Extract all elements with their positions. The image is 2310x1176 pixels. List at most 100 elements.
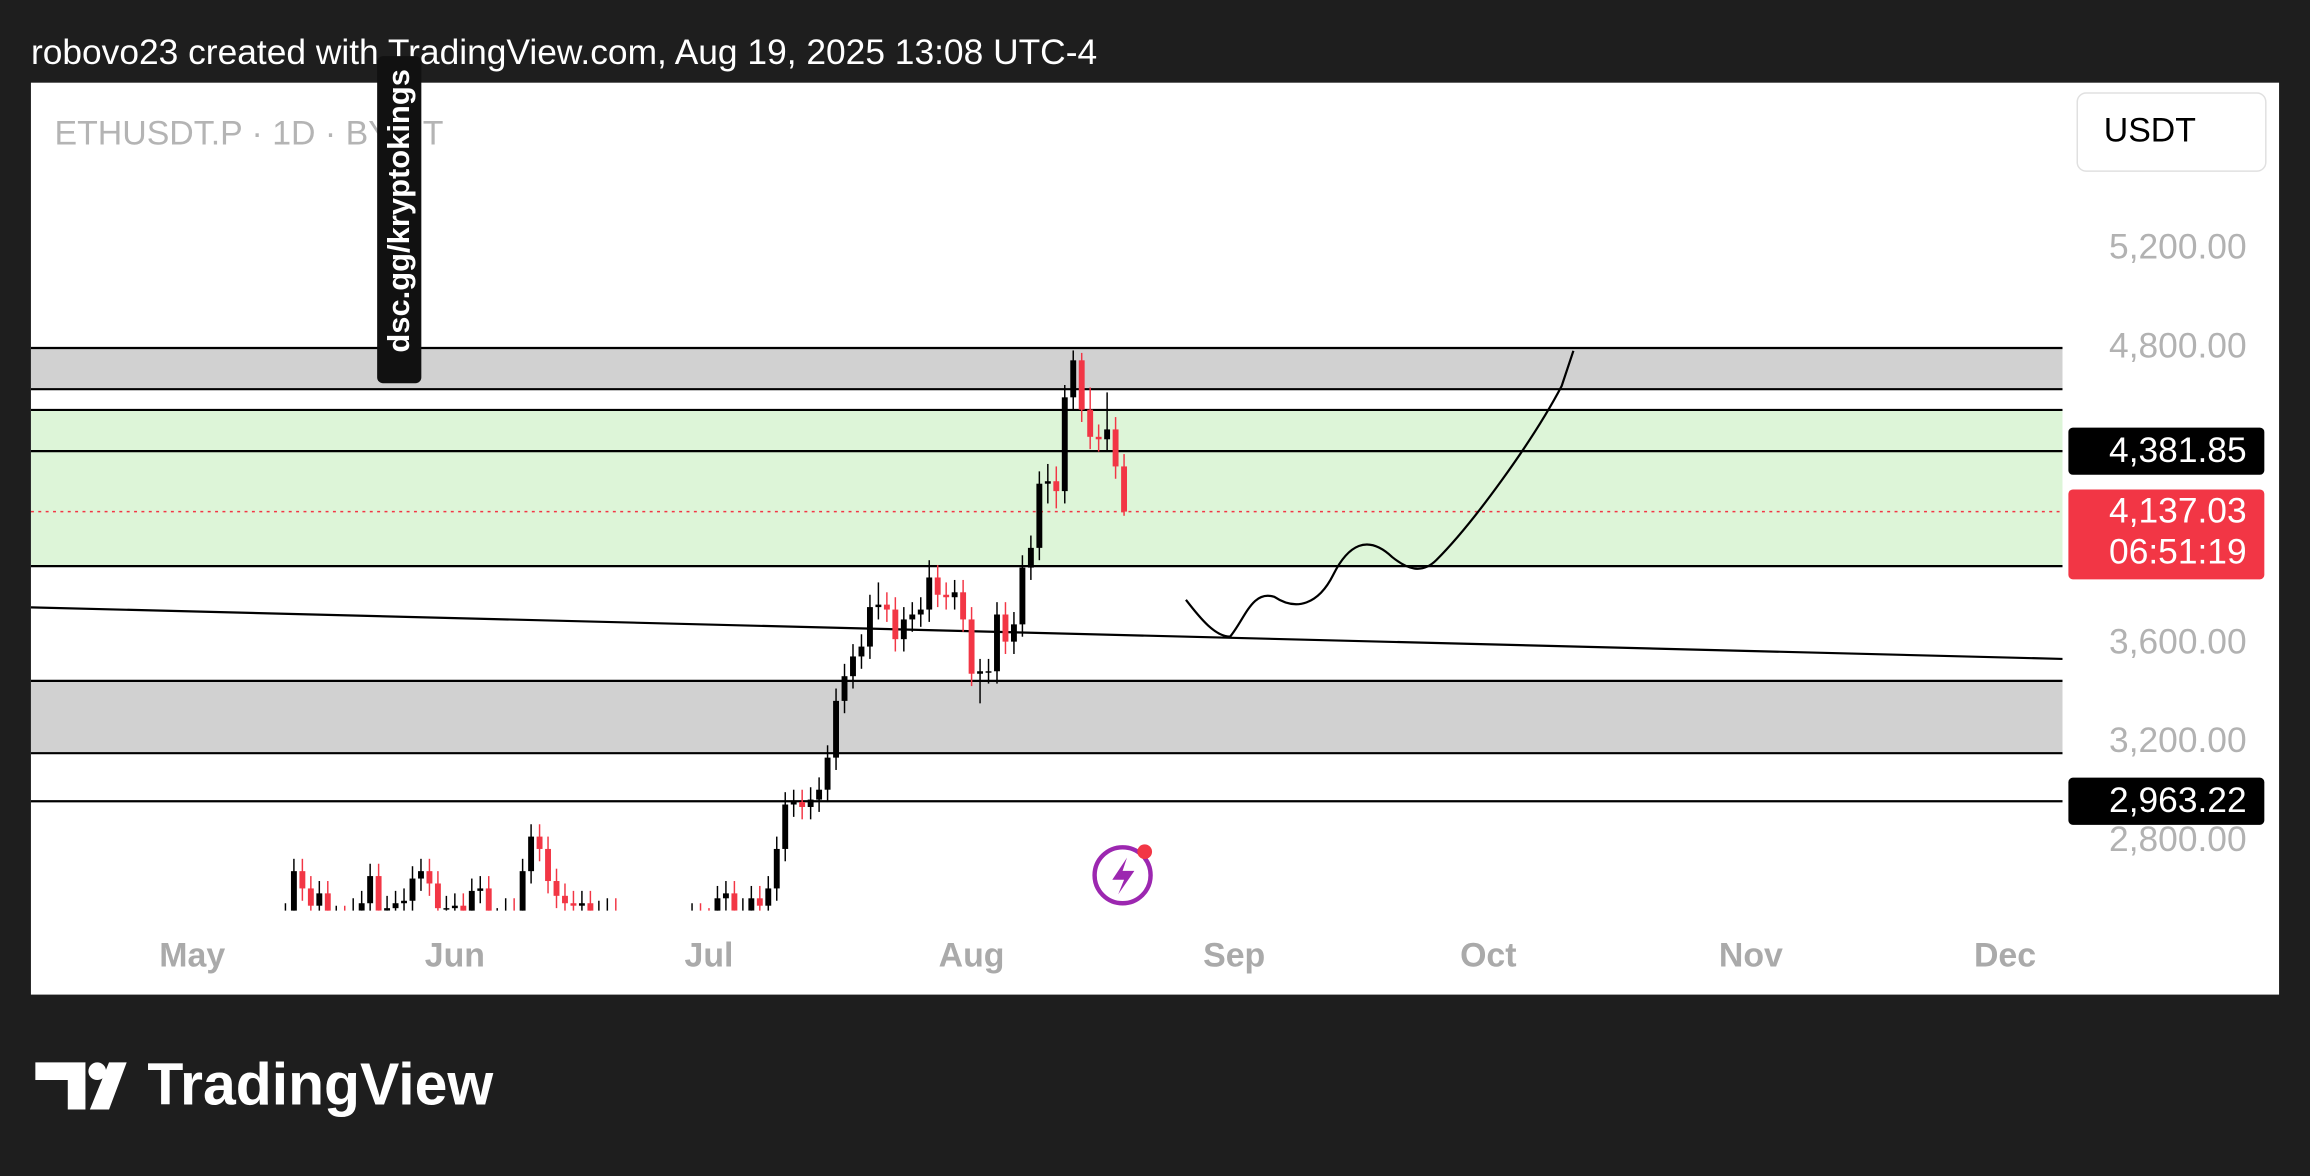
candle-body — [765, 888, 772, 906]
candle-body — [1044, 481, 1051, 484]
candle-body — [358, 903, 365, 911]
candle-body — [612, 910, 619, 911]
candle-body — [1010, 624, 1017, 642]
candle-body — [1036, 483, 1043, 548]
candle-body — [722, 893, 729, 899]
candle-body — [883, 604, 890, 610]
candle-body — [1112, 429, 1119, 467]
candle-body — [1061, 397, 1068, 492]
candle-body — [1095, 436, 1102, 440]
y-tick-label: 5,200.00 — [2109, 228, 2247, 267]
candle-body — [790, 802, 797, 805]
x-tick-label: Jun — [425, 937, 485, 975]
candle-body — [426, 871, 433, 884]
candle-body — [875, 604, 882, 608]
zone — [30, 680, 2063, 754]
x-tick-label: Nov — [1719, 937, 1783, 975]
candle-body — [502, 910, 509, 911]
candle-body — [324, 893, 331, 911]
y-tick-label: 4,800.00 — [2109, 326, 2247, 365]
logo-mark — [88, 1062, 107, 1081]
candle-body — [434, 883, 441, 909]
projection-drawing — [1185, 350, 1575, 638]
alert-icon[interactable] — [1092, 844, 1153, 906]
alert-circle[interactable] — [1092, 845, 1153, 906]
candle-body — [1070, 360, 1077, 398]
y-tick-label: 2,800.00 — [2109, 820, 2247, 859]
candle-body — [299, 871, 306, 889]
candle-body — [1053, 481, 1060, 492]
candle-body — [951, 592, 958, 598]
candle-body — [1027, 547, 1034, 568]
candle-body — [307, 888, 314, 906]
candle-body — [553, 881, 560, 896]
candle-body — [375, 876, 382, 911]
candle-body — [739, 910, 746, 911]
candle-body — [900, 619, 907, 640]
candle-body — [1002, 614, 1009, 642]
logo-text: TradingView — [147, 1052, 493, 1117]
countdown-label: 06:51:19 — [2109, 533, 2247, 572]
zone — [30, 409, 2063, 567]
candle-body — [451, 905, 458, 909]
candle-body — [994, 614, 1000, 672]
currency-label[interactable]: USDT — [2104, 112, 2196, 150]
x-tick-label: Sep — [1203, 937, 1265, 975]
candle-body — [384, 908, 391, 911]
candle-body — [985, 671, 992, 673]
last-price-label: 4,137.03 — [2109, 491, 2247, 530]
candle-body — [519, 871, 526, 911]
price-label: 4,381.85 — [2109, 431, 2247, 470]
candle-body — [367, 876, 374, 904]
candle-body — [392, 903, 399, 909]
candle-body — [756, 898, 763, 906]
candle-body — [943, 594, 950, 598]
price-label-box — [2068, 427, 2265, 475]
candle-body — [748, 898, 755, 911]
x-tick-label: May — [159, 937, 225, 975]
candle-body — [443, 908, 450, 910]
candle-body — [290, 871, 297, 911]
currency-button[interactable] — [2076, 92, 2267, 172]
candle-body — [917, 609, 924, 615]
candle-body — [1087, 409, 1094, 437]
watermark-badge — [377, 56, 422, 384]
zone — [30, 347, 2063, 390]
candle-body — [578, 903, 585, 906]
candle-body — [604, 910, 611, 911]
candle-body — [968, 619, 975, 674]
watermark: dsc.gg/kryptokings — [377, 56, 422, 384]
alert-bolt[interactable] — [1112, 857, 1135, 895]
candle-body — [485, 888, 492, 911]
header: robovo23 created with TradingView.com, A… — [31, 33, 1097, 72]
candle-body — [926, 577, 933, 610]
y-tick-label: 3,600.00 — [2109, 622, 2247, 661]
candle-body — [977, 671, 984, 674]
price-label-box — [2068, 777, 2265, 825]
candle-body — [807, 799, 814, 807]
candle-body — [934, 577, 941, 595]
logo: TradingView — [35, 1052, 493, 1117]
last-price-box — [2068, 489, 2265, 580]
candle-body — [316, 893, 323, 906]
candle-body — [477, 888, 484, 891]
logo-mark — [89, 1062, 127, 1110]
candle-body — [468, 890, 475, 911]
x-tick-label: Oct — [1460, 937, 1516, 975]
x-tick-label: Jul — [685, 937, 734, 975]
candle-body — [841, 676, 848, 701]
candle-body — [909, 614, 916, 620]
overlay — [1185, 350, 1575, 638]
candle-body — [866, 607, 873, 647]
alert-dot[interactable] — [1137, 844, 1153, 860]
candle-body — [858, 646, 865, 657]
candle-body — [536, 836, 543, 849]
candle-body — [1019, 567, 1026, 625]
candle-body — [714, 898, 721, 911]
candle-body — [782, 804, 789, 849]
candle-body — [892, 609, 899, 640]
candle-body — [350, 910, 357, 911]
candle-body — [816, 789, 823, 800]
candle-body — [587, 903, 594, 911]
candle-body — [1104, 429, 1111, 440]
